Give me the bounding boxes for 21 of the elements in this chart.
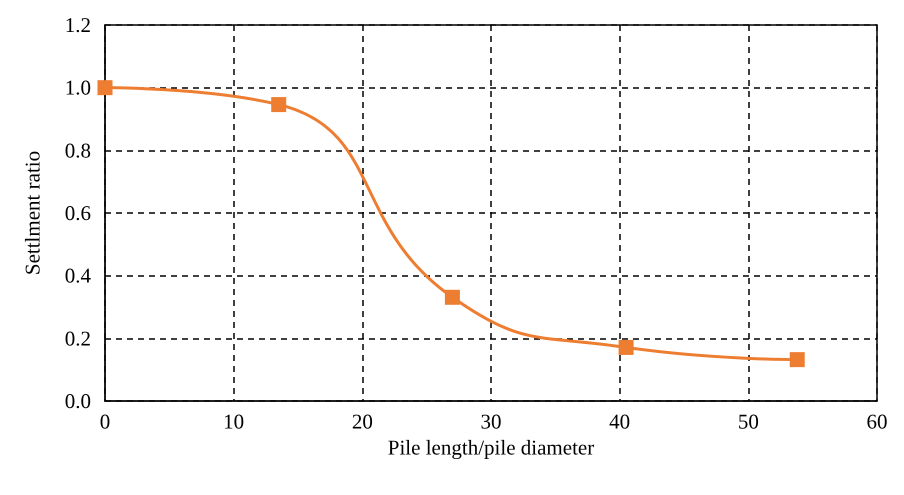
x-tick-label: 10 bbox=[223, 410, 244, 434]
point bbox=[444, 290, 460, 305]
y-tick-label: 1.0 bbox=[64, 76, 91, 100]
y-tick-label: 0.6 bbox=[64, 201, 91, 225]
y-tick-label: 1.2 bbox=[64, 13, 91, 37]
x-tick-label: 40 bbox=[609, 410, 630, 434]
x-tick-label: 50 bbox=[738, 410, 759, 434]
y-tick-label: 0.4 bbox=[64, 264, 92, 288]
x-tick-label: 20 bbox=[352, 410, 373, 434]
y-axis-title: Settlment ratio bbox=[20, 150, 44, 276]
point bbox=[618, 340, 634, 355]
y-tick-label: 0.0 bbox=[64, 389, 91, 413]
point bbox=[271, 97, 286, 112]
point bbox=[98, 80, 112, 96]
x-tick-label: 0 bbox=[100, 410, 110, 434]
point bbox=[790, 352, 805, 368]
x-tick-label: 60 bbox=[866, 410, 888, 434]
y-tick-label: 0.2 bbox=[64, 326, 91, 350]
x-axis-title: Pile length/pile diameter bbox=[388, 436, 594, 460]
x-tick-label: 30 bbox=[480, 410, 502, 434]
y-tick-label: 0.8 bbox=[64, 138, 91, 162]
